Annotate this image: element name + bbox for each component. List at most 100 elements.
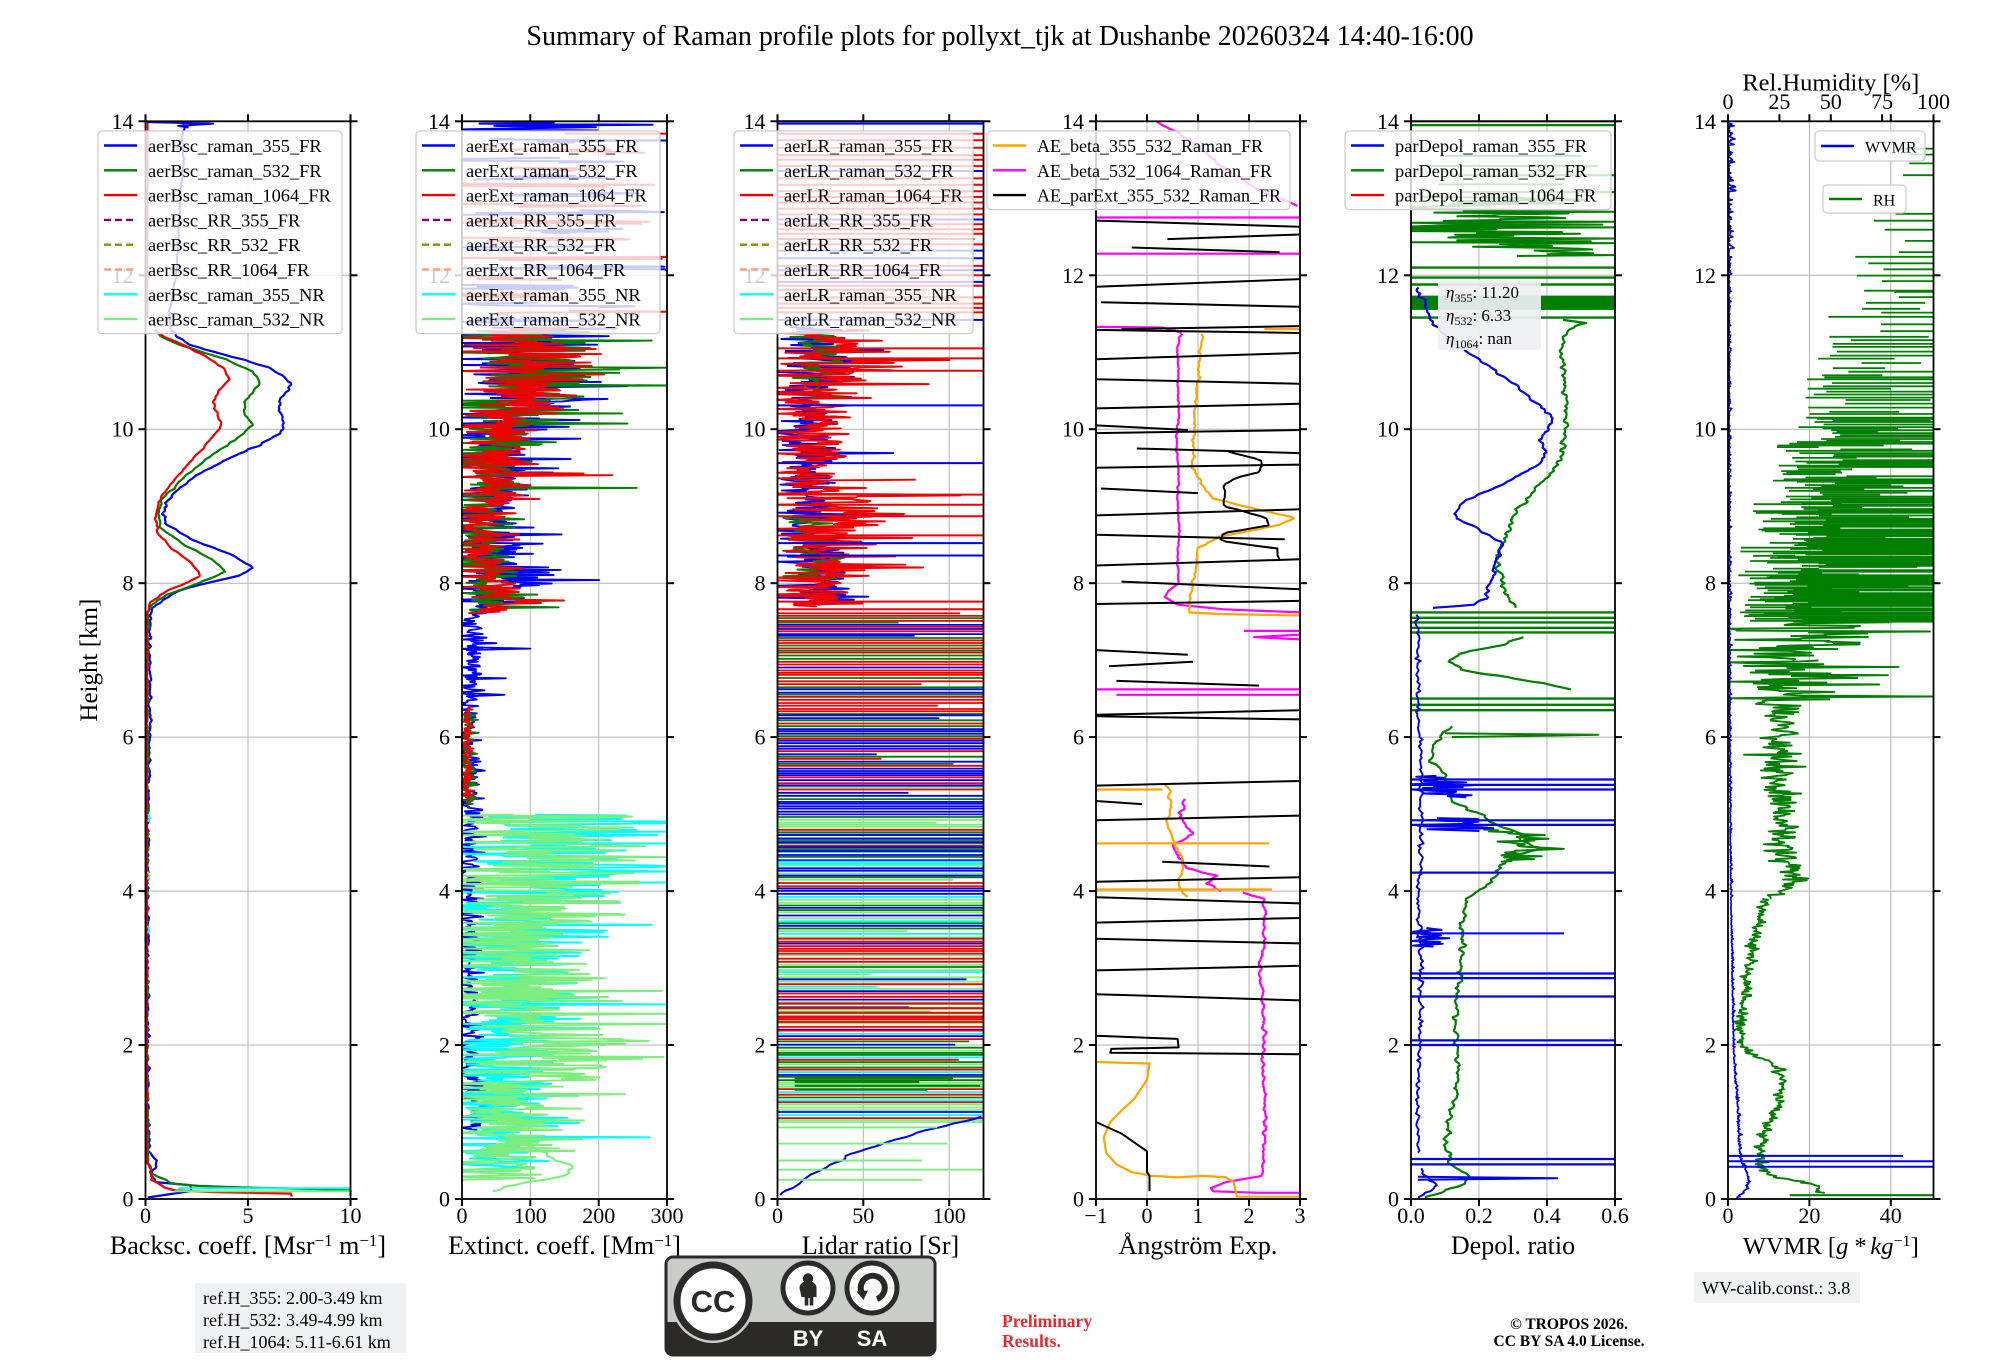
svg-text:10: 10 (340, 1203, 362, 1228)
svg-text:4: 4 (439, 879, 450, 904)
svg-text:8: 8 (1073, 571, 1084, 596)
svg-text:aerExt_raman_1064_FR: aerExt_raman_1064_FR (466, 186, 648, 206)
svg-text:1: 1 (1193, 1203, 1204, 1228)
svg-text:Preliminary: Preliminary (1002, 1311, 1092, 1331)
svg-text:aerBsc_RR_1064_FR: aerBsc_RR_1064_FR (148, 260, 310, 280)
svg-text:50: 50 (852, 1203, 874, 1228)
svg-text:aerLR_raman_532_NR: aerLR_raman_532_NR (784, 310, 957, 330)
svg-text:Rel.Humidity [%]: Rel.Humidity [%] (1742, 69, 1919, 96)
svg-text:ref.H_532: 3.49-4.99 km: ref.H_532: 3.49-4.99 km (203, 1310, 382, 1330)
svg-text:2: 2 (1705, 1033, 1716, 1058)
svg-text:−1: −1 (1084, 1203, 1107, 1228)
svg-text:0: 0 (140, 1203, 151, 1228)
svg-text:20: 20 (1798, 1203, 1820, 1228)
svg-text:BY: BY (793, 1326, 824, 1351)
svg-text:6: 6 (123, 725, 134, 750)
svg-text:aerLR_raman_1064_FR: aerLR_raman_1064_FR (784, 186, 963, 206)
svg-text:5: 5 (243, 1203, 254, 1228)
svg-text:aerBsc_raman_532_NR: aerBsc_raman_532_NR (148, 310, 325, 330)
svg-text:4: 4 (1388, 879, 1399, 904)
svg-text:300: 300 (651, 1203, 684, 1228)
svg-text:10: 10 (1694, 417, 1716, 442)
svg-text:100: 100 (933, 1203, 966, 1228)
svg-text:0: 0 (123, 1187, 134, 1212)
svg-text:12: 12 (1694, 263, 1716, 288)
svg-text:14: 14 (1062, 109, 1084, 134)
svg-text:aerLR_RR_355_FR: aerLR_RR_355_FR (784, 210, 933, 230)
svg-text:8: 8 (1388, 571, 1399, 596)
svg-text:100: 100 (1917, 89, 1950, 114)
svg-text:14: 14 (744, 109, 766, 134)
svg-text:8: 8 (123, 571, 134, 596)
svg-text:0: 0 (1723, 1203, 1734, 1228)
svg-text:aerLR_raman_355_NR: aerLR_raman_355_NR (784, 285, 957, 305)
svg-text:aerExt_RR_532_FR: aerExt_RR_532_FR (466, 235, 617, 255)
svg-text:8: 8 (439, 571, 450, 596)
svg-text:0: 0 (439, 1187, 450, 1212)
svg-text:aerBsc_RR_532_FR: aerBsc_RR_532_FR (148, 235, 301, 255)
svg-text:2: 2 (123, 1033, 134, 1058)
svg-text:14: 14 (1694, 109, 1716, 134)
svg-text:WVMR [g * kg−1]: WVMR [g * kg−1] (1743, 1233, 1919, 1260)
svg-text:CC BY SA 4.0 License.: CC BY SA 4.0 License. (1494, 1333, 1645, 1350)
svg-text:0: 0 (772, 1203, 783, 1228)
svg-text:aerBsc_raman_1064_FR: aerBsc_raman_1064_FR (148, 186, 332, 206)
svg-text:0: 0 (1388, 1187, 1399, 1212)
svg-text:6: 6 (755, 725, 766, 750)
svg-text:aerLR_raman_355_FR: aerLR_raman_355_FR (784, 136, 954, 156)
svg-text:14: 14 (112, 109, 134, 134)
svg-text:0: 0 (755, 1187, 766, 1212)
svg-text:40: 40 (1880, 1203, 1902, 1228)
svg-text:10: 10 (744, 417, 766, 442)
svg-text:WV-calib.const.: 3.8: WV-calib.const.: 3.8 (1702, 1278, 1850, 1298)
svg-text:2: 2 (755, 1033, 766, 1058)
svg-text:75: 75 (1871, 89, 1893, 114)
svg-text:aerExt_raman_355_FR: aerExt_raman_355_FR (466, 136, 638, 156)
svg-text:0: 0 (1723, 89, 1734, 114)
svg-text:SA: SA (857, 1326, 888, 1351)
svg-text:η532: 6.33: η532: 6.33 (1446, 306, 1511, 328)
svg-text:Backsc. coeff. [Msr−1 m−1]: Backsc. coeff. [Msr−1 m−1] (110, 1231, 386, 1260)
svg-text:4: 4 (1705, 879, 1716, 904)
svg-text:Height [km]: Height [km] (76, 599, 103, 722)
svg-text:Results.: Results. (1002, 1331, 1061, 1351)
svg-text:RH: RH (1873, 193, 1896, 210)
svg-text:ref.H_1064: 5.11-6.61 km: ref.H_1064: 5.11-6.61 km (203, 1332, 391, 1352)
svg-text:aerExt_RR_1064_FR: aerExt_RR_1064_FR (466, 260, 626, 280)
svg-text:6: 6 (1388, 725, 1399, 750)
svg-text:4: 4 (123, 879, 134, 904)
svg-text:Summary of Raman profile plots: Summary of Raman profile plots for polly… (526, 21, 1473, 52)
svg-text:3: 3 (1295, 1203, 1306, 1228)
svg-text:aerLR_RR_532_FR: aerLR_RR_532_FR (784, 235, 933, 255)
svg-text:25: 25 (1768, 89, 1790, 114)
svg-text:aerLR_raman_532_FR: aerLR_raman_532_FR (784, 161, 954, 181)
svg-text:6: 6 (439, 725, 450, 750)
svg-text:4: 4 (755, 879, 766, 904)
svg-text:AE_beta_355_532_Raman_FR: AE_beta_355_532_Raman_FR (1037, 136, 1263, 156)
svg-text:10: 10 (1062, 417, 1084, 442)
svg-text:2: 2 (1073, 1033, 1084, 1058)
svg-text:aerBsc_raman_532_FR: aerBsc_raman_532_FR (148, 161, 322, 181)
svg-text:12: 12 (1377, 263, 1399, 288)
svg-text:Depol. ratio: Depol. ratio (1451, 1231, 1575, 1260)
svg-text:0: 0 (1142, 1203, 1153, 1228)
svg-text:η1064: nan: η1064: nan (1446, 329, 1512, 351)
svg-text:AE_parExt_355_532_Raman_FR: AE_parExt_355_532_Raman_FR (1037, 186, 1281, 206)
svg-text:aerBsc_RR_355_FR: aerBsc_RR_355_FR (148, 210, 301, 230)
svg-text:10: 10 (112, 417, 134, 442)
svg-text:η355: 11.20: η355: 11.20 (1446, 283, 1519, 305)
svg-text:Extinct. coeff. [Mm−1]: Extinct. coeff. [Mm−1] (448, 1231, 681, 1260)
svg-text:aerLR_RR_1064_FR: aerLR_RR_1064_FR (784, 260, 942, 280)
svg-text:50: 50 (1820, 89, 1842, 114)
svg-text:14: 14 (428, 109, 450, 134)
svg-text:10: 10 (1377, 417, 1399, 442)
svg-text:2: 2 (1388, 1033, 1399, 1058)
svg-text:Ångström Exp.: Ångström Exp. (1119, 1231, 1278, 1260)
svg-text:8: 8 (755, 571, 766, 596)
svg-text:2: 2 (1244, 1203, 1255, 1228)
svg-text:aerExt_raman_532_FR: aerExt_raman_532_FR (466, 161, 638, 181)
svg-text:0.0: 0.0 (1397, 1203, 1425, 1228)
svg-text:2: 2 (439, 1033, 450, 1058)
svg-text:parDepol_raman_532_FR: parDepol_raman_532_FR (1395, 161, 1588, 181)
svg-text:200: 200 (582, 1203, 615, 1228)
